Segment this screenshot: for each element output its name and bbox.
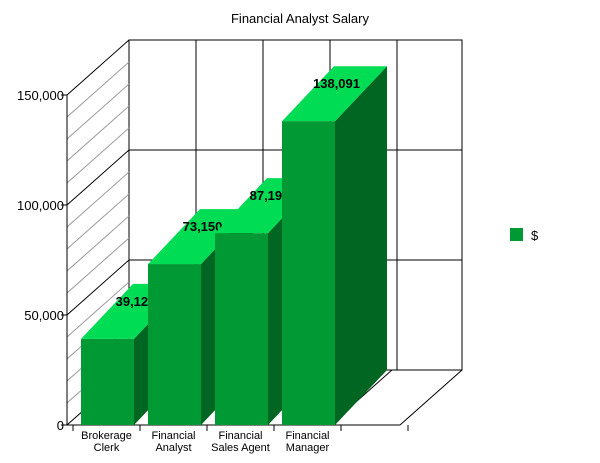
x-tick-label: Brokerage Clerk: [81, 430, 132, 454]
bar: [282, 66, 387, 425]
data-label: 87,193: [250, 188, 290, 203]
y-axis: 0 50,000 100,000 150,000: [17, 88, 67, 433]
data-label: 138,091: [313, 76, 360, 91]
x-tick-label: Financial Manager: [285, 430, 329, 454]
x-tick-label: Financial Analyst: [151, 430, 195, 454]
x-tick-label: Financial Sales Agent: [211, 430, 270, 454]
legend-swatch: [510, 228, 523, 241]
legend-label: $: [531, 228, 539, 243]
y-tick-label: 50,000: [24, 308, 64, 323]
chart-title: Financial Analyst Salary: [231, 11, 370, 26]
bars: 39,124 73,150 87,193 138,091: [81, 66, 387, 425]
legend: $: [510, 228, 539, 243]
data-label: 39,124: [116, 294, 157, 309]
y-tick-label: 100,000: [17, 198, 64, 213]
y-tick-label: 150,000: [17, 88, 64, 103]
y-tick-label: 0: [57, 418, 64, 433]
data-label: 73,150: [183, 219, 223, 234]
x-axis: Brokerage Clerk Financial Analyst Financial S…: [72, 425, 409, 454]
